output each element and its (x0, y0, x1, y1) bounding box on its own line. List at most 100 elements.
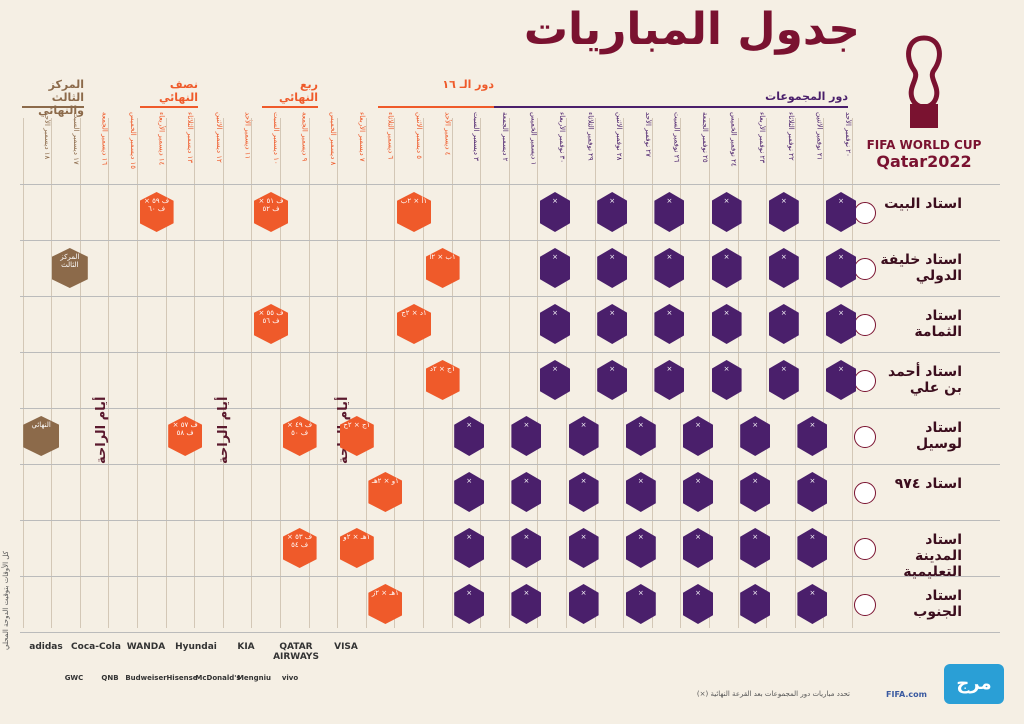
group-match[interactable]: × (597, 304, 628, 344)
group-match[interactable]: × (768, 248, 799, 288)
group-match[interactable]: × (625, 528, 656, 568)
knockout-match[interactable]: ١ج × ٢د (425, 360, 460, 400)
stage-r16-line (378, 106, 494, 108)
group-match[interactable]: × (683, 528, 713, 568)
group-match[interactable]: × (740, 528, 771, 568)
sponsor-logo: McDonald's (195, 674, 241, 682)
group-match[interactable]: × (540, 304, 570, 344)
knockout-match[interactable]: ف ٥٥ × ف ٥٦ (254, 304, 288, 344)
group-match[interactable]: × (597, 360, 628, 400)
knockout-match[interactable]: ف ٥١ × ف ٥٢ (254, 192, 288, 232)
stadium-name: استاد الجنوب (913, 588, 962, 620)
group-match[interactable]: × (568, 472, 599, 512)
final-match[interactable]: النهائي (23, 416, 60, 456)
group-match[interactable]: × (797, 416, 828, 456)
group-match[interactable]: × (654, 360, 685, 400)
fifa-com-link[interactable]: FIFA.com (886, 690, 927, 699)
stadium-icon (854, 370, 876, 392)
group-match[interactable]: × (797, 584, 828, 624)
column-divider (108, 118, 110, 628)
stadium-name: استاد ٩٧٤ (894, 476, 962, 492)
group-match[interactable]: × (711, 360, 742, 400)
group-match[interactable]: × (654, 304, 685, 344)
group-match[interactable]: × (654, 192, 685, 232)
column-divider (823, 118, 825, 628)
brand-line2: Qatar2022 (876, 152, 972, 171)
date-label: ٧ ديسمبر الأربعاء (357, 112, 366, 162)
stadium-icon (854, 594, 876, 616)
group-match[interactable]: × (711, 248, 742, 288)
group-match[interactable]: × (683, 472, 713, 512)
group-match[interactable]: × (511, 584, 542, 624)
knockout-match[interactable]: ف ٥٩ × ف ٦٠ (139, 192, 174, 232)
group-match[interactable]: × (768, 360, 799, 400)
group-match[interactable]: × (740, 472, 771, 512)
knockout-match[interactable]: ف ٥٣ × ف ٥٤ (282, 528, 317, 568)
group-match[interactable]: × (540, 360, 570, 400)
sponsor-logo: VISA (334, 642, 358, 652)
date-label: ٢٥ نوفمبر الجمعة (701, 112, 709, 163)
row-separator (20, 632, 1000, 633)
knockout-match[interactable]: ١أ × ٢ب (397, 192, 431, 232)
knockout-match[interactable]: ١هـ × ٢ز (368, 584, 403, 624)
group-match[interactable]: × (683, 416, 713, 456)
group-match[interactable]: × (768, 304, 799, 344)
stadium-icon (854, 202, 876, 224)
knockout-match[interactable]: ١هـ × ٢و (339, 528, 374, 568)
brand-line1: FIFA WORLD CUP (866, 138, 982, 152)
sponsor-logo: QATAR AIRWAYS (273, 642, 319, 662)
knockout-match[interactable]: ١ج × ٢ح (339, 416, 374, 456)
group-match[interactable]: × (511, 416, 542, 456)
sponsor-logo: adidas (29, 642, 63, 652)
group-match[interactable]: × (826, 304, 856, 344)
group-match[interactable]: × (683, 584, 713, 624)
group-match[interactable]: × (568, 416, 599, 456)
knockout-match[interactable]: ١د × ٢ج (397, 304, 431, 344)
group-match[interactable]: × (568, 584, 599, 624)
group-match[interactable]: × (511, 528, 542, 568)
group-match[interactable]: × (711, 304, 742, 344)
stage-sf-line (140, 106, 198, 108)
group-match[interactable]: × (454, 416, 485, 456)
group-match[interactable]: × (625, 584, 656, 624)
column-divider (594, 118, 596, 628)
knockout-match[interactable]: ف ٥٧ × ف ٥٨ (168, 416, 203, 456)
third-place-match[interactable]: المركز الثالث (51, 248, 88, 288)
group-match[interactable]: × (826, 248, 856, 288)
group-match[interactable]: × (625, 416, 656, 456)
group-match[interactable]: × (797, 528, 828, 568)
group-match[interactable]: × (826, 360, 856, 400)
group-match[interactable]: × (740, 416, 771, 456)
stage-group: دور المجموعات (765, 90, 848, 103)
group-match[interactable]: × (540, 192, 570, 232)
group-match[interactable]: × (597, 192, 628, 232)
date-label: ٣٠ نوفمبر الأربعاء (558, 112, 566, 163)
group-match[interactable]: × (768, 192, 799, 232)
group-match[interactable]: × (454, 584, 485, 624)
sponsor-logo: Budweiser (125, 674, 167, 682)
date-label: ٢٨ نوفمبر الاثنين (615, 112, 624, 161)
group-match[interactable]: × (654, 248, 685, 288)
group-match[interactable]: × (597, 248, 628, 288)
knockout-match[interactable]: ١و × ٢هـ (368, 472, 403, 512)
column-divider (651, 118, 653, 628)
group-match[interactable]: × (568, 528, 599, 568)
group-match[interactable]: × (454, 472, 485, 512)
stadium-icon (854, 538, 876, 560)
knockout-match[interactable]: ف ٤٩ × ف ٥٠ (282, 416, 317, 456)
group-match[interactable]: × (711, 192, 742, 232)
group-match[interactable]: × (454, 528, 485, 568)
stage-group-line (494, 106, 848, 108)
knockout-match[interactable]: ١ب × ٢أ (425, 248, 460, 288)
stadium-name: استاد لوسيل (915, 420, 962, 452)
group-match[interactable]: × (625, 472, 656, 512)
sponsor-logo: WANDA (126, 642, 166, 652)
group-match[interactable]: × (826, 192, 856, 232)
group-match[interactable]: × (540, 248, 570, 288)
group-match[interactable]: × (797, 472, 828, 512)
side-note: كل الأوقات بتوقيت الدوحة المحلي (2, 551, 10, 650)
group-match[interactable]: × (511, 472, 542, 512)
group-match[interactable]: × (740, 584, 771, 624)
date-label: ١٤ ديسمبر الأربعاء (157, 112, 166, 166)
stadium-icon (854, 314, 876, 336)
